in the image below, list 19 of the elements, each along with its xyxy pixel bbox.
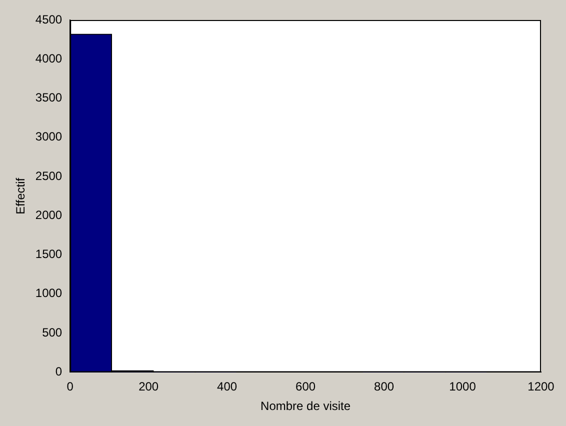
- x-tick-label: 0: [66, 380, 74, 394]
- y-tick-label: 2500: [35, 168, 62, 183]
- y-tick-label: 0: [55, 364, 62, 379]
- y-tick-label: 4000: [35, 51, 62, 66]
- x-axis-title: Nombre de visite: [260, 399, 351, 414]
- x-tick-label: 200: [138, 380, 159, 394]
- x-tick-label: 800: [374, 380, 394, 394]
- x-tick-label: 1200: [528, 380, 555, 394]
- y-tick-label: 1000: [35, 286, 62, 300]
- x-tick-label: 1000: [449, 380, 476, 394]
- y-tick-label: 3500: [35, 90, 62, 105]
- y-tick-label: 3000: [35, 130, 62, 144]
- y-tick-label: 4500: [35, 12, 62, 26]
- y-tick-label: 1500: [35, 247, 62, 262]
- y-tick-label: 500: [42, 325, 62, 340]
- y-axis-title: Effectif: [14, 177, 28, 214]
- x-tick-label: 400: [217, 380, 238, 394]
- y-tick-label: 2000: [35, 208, 62, 222]
- x-tick-label: 600: [296, 380, 316, 394]
